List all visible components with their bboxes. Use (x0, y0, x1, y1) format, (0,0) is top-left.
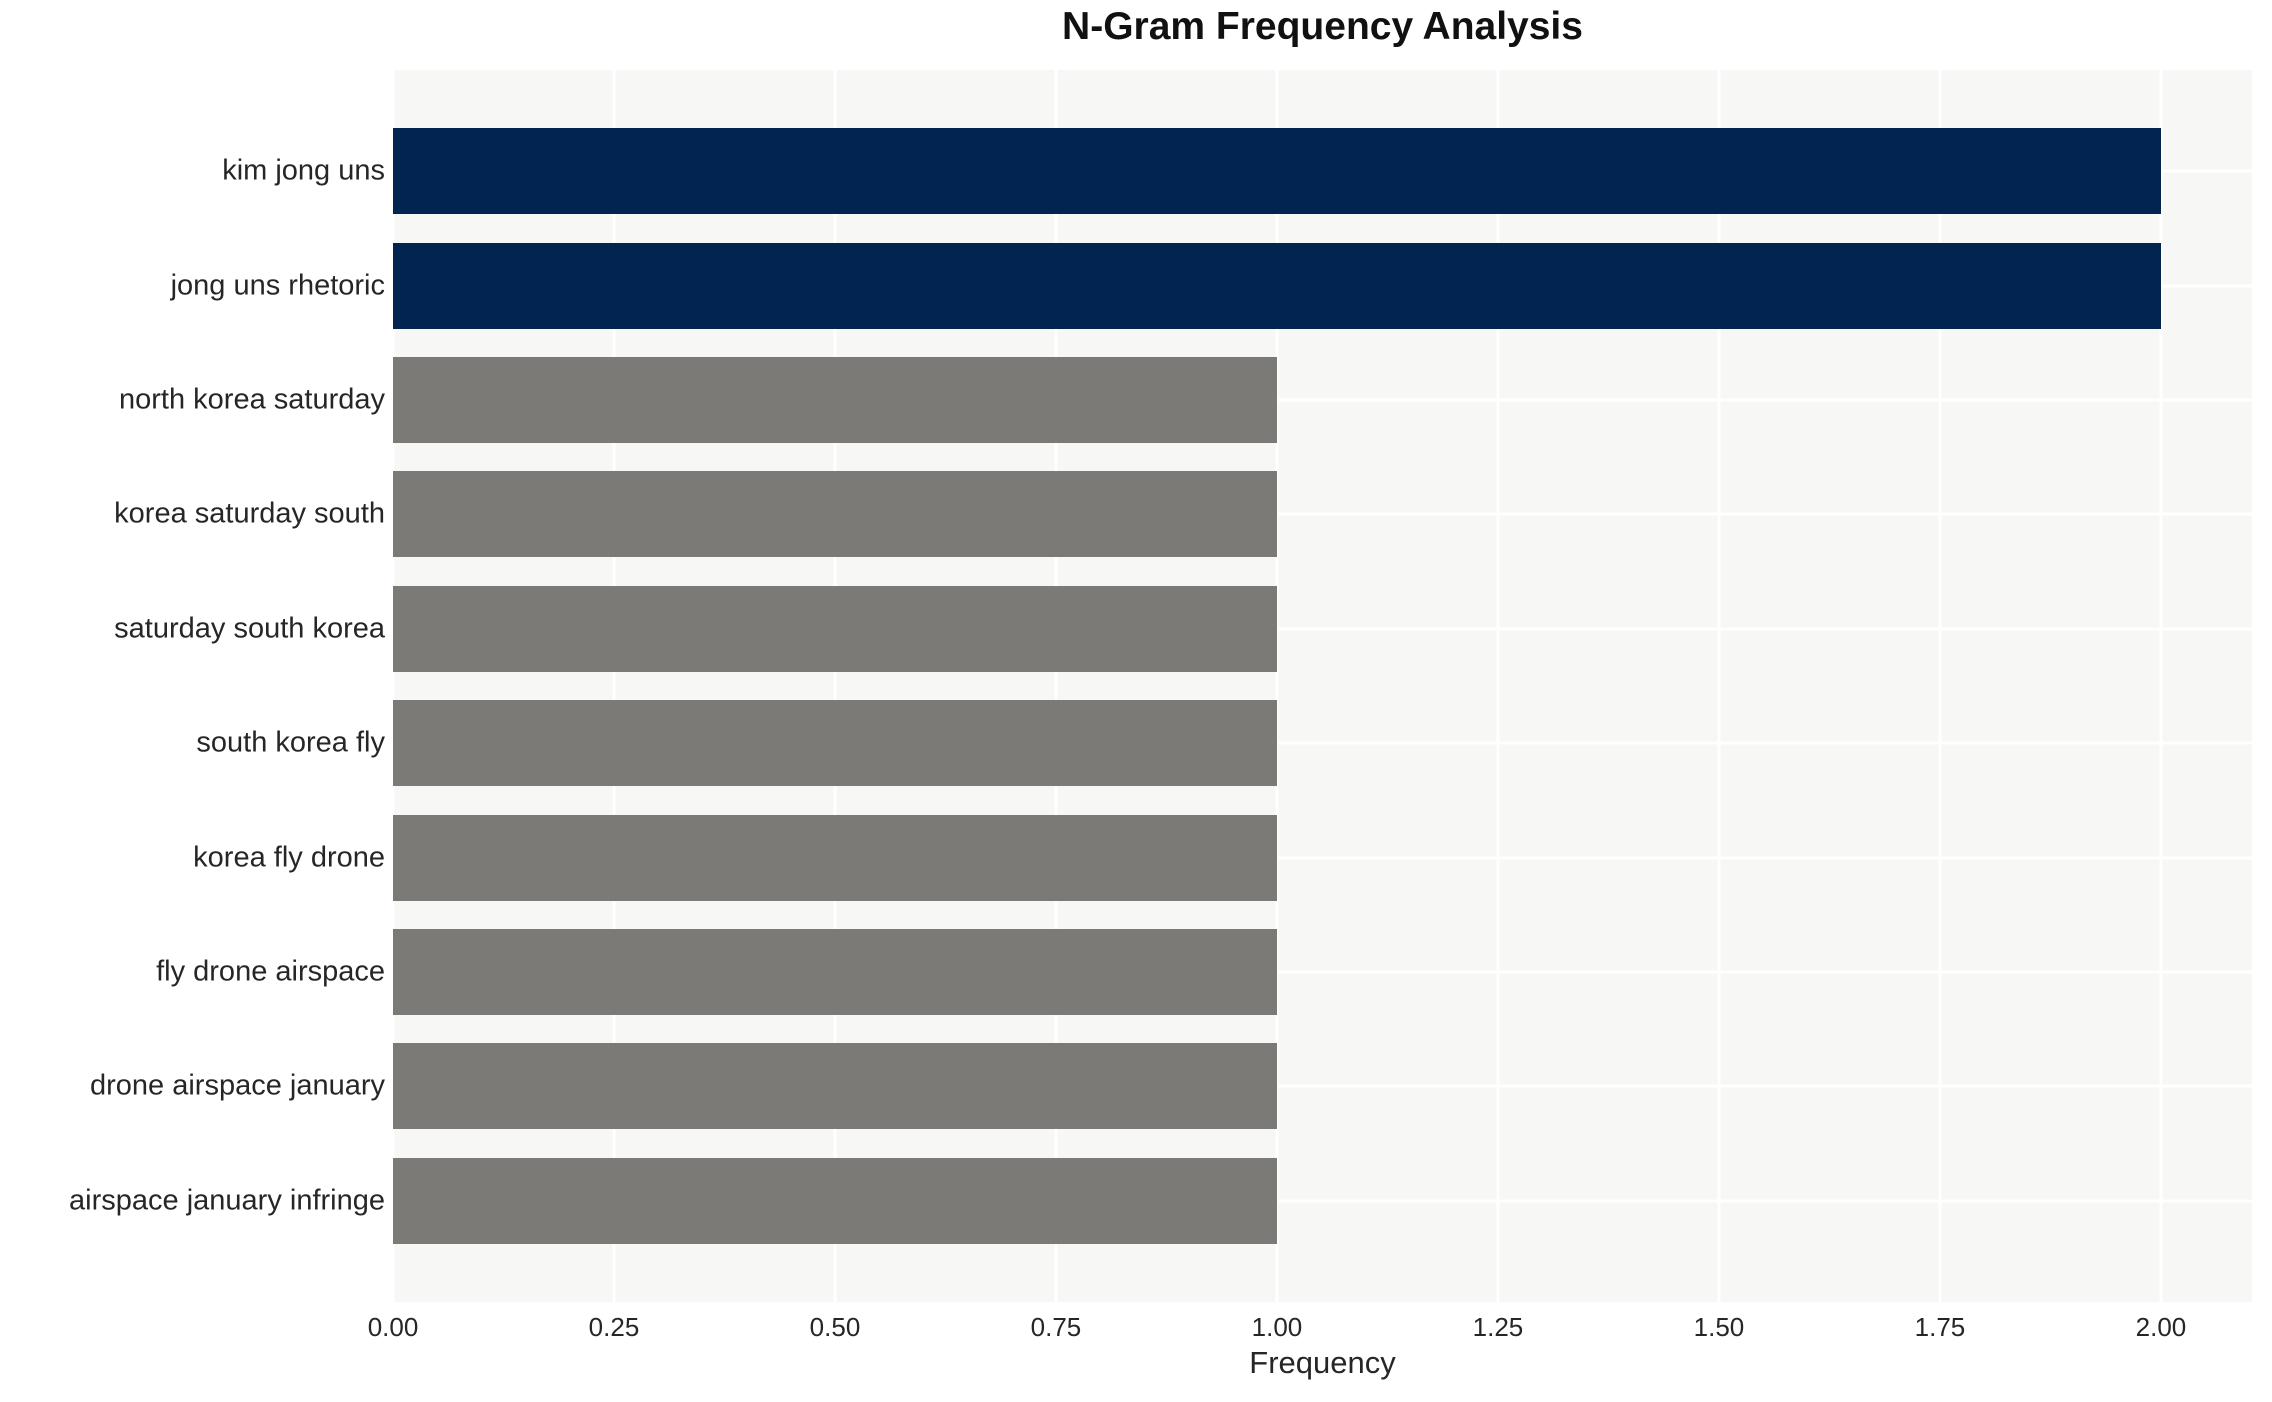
y-gridline (393, 512, 2252, 516)
y-tick-label: korea fly drone (193, 841, 385, 874)
x-gridline (1054, 70, 1058, 1302)
x-gridline (391, 70, 395, 1302)
y-tick-label: drone airspace january (89, 1069, 385, 1102)
x-tick-label: 0.25 (588, 1312, 640, 1342)
x-tick-label: 1.00 (1251, 1312, 1303, 1342)
chart-title: N-Gram Frequency Analysis (1062, 5, 1583, 48)
x-tick-label: 1.50 (1693, 1312, 1745, 1342)
x-gridline (612, 70, 616, 1302)
plot-area (391, 70, 2252, 1302)
bar (393, 814, 1277, 901)
bar (393, 1043, 1277, 1130)
x-tick-label: 1.25 (1472, 1312, 1524, 1342)
x-tick-label: 0.75 (1030, 1312, 1082, 1342)
y-tick-label: airspace january infringe (69, 1184, 385, 1217)
bar (393, 471, 1277, 558)
y-gridline (393, 1199, 2252, 1203)
y-tick-label: korea saturday south (114, 497, 385, 530)
bar (393, 585, 1277, 672)
bar (393, 929, 1277, 1015)
x-tick-label: 0.00 (367, 1312, 419, 1342)
bar (393, 357, 1277, 443)
y-gridline (393, 741, 2252, 745)
x-tick-label: 1.75 (1914, 1312, 1966, 1342)
bar (393, 242, 2161, 329)
x-tick-label: 0.50 (809, 1312, 861, 1342)
x-gridline (2159, 70, 2163, 1302)
x-axis-title: Frequency (1249, 1345, 1396, 1380)
y-tick-label: kim jong uns (222, 154, 385, 187)
bar (393, 700, 1277, 787)
y-gridline (393, 398, 2252, 402)
y-gridline (393, 970, 2252, 974)
y-tick-label: north korea saturday (119, 383, 385, 416)
y-gridline (393, 856, 2252, 860)
y-tick-label: jong uns rhetoric (170, 269, 385, 302)
x-gridline (1938, 70, 1942, 1302)
x-gridline (1275, 70, 1279, 1302)
x-gridline (833, 70, 837, 1302)
bar (393, 1157, 1277, 1244)
x-tick-label: 2.00 (2135, 1312, 2187, 1342)
y-gridline (393, 627, 2252, 631)
y-tick-label: fly drone airspace (156, 955, 385, 988)
y-tick-label: saturday south korea (114, 612, 385, 645)
y-tick-label: south korea fly (196, 726, 385, 759)
y-gridline (393, 1084, 2252, 1088)
x-gridline (1717, 70, 1721, 1302)
bar (393, 128, 2161, 215)
x-gridline (1496, 70, 1500, 1302)
